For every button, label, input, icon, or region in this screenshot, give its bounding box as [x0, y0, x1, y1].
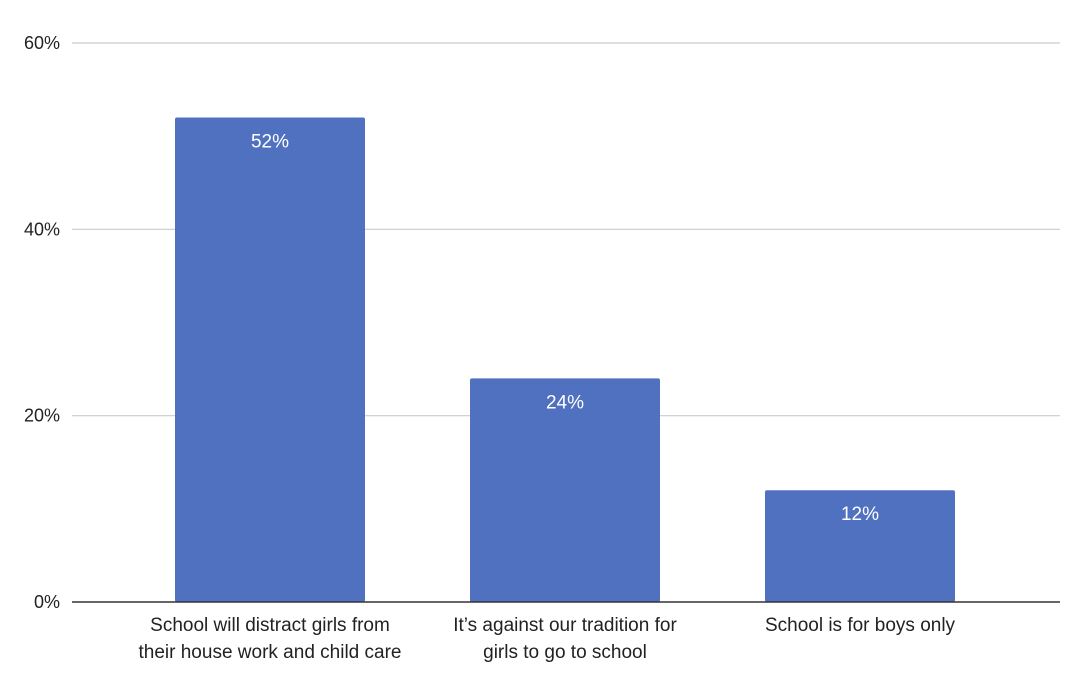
y-axis-tick-labels: 0% 20% 40% 60%: [24, 33, 60, 612]
x-category-label: School will distract girls from their hou…: [139, 615, 402, 663]
x-category-label-line: It’s against our tradition for: [453, 615, 677, 636]
bar-data-labels: 52% 24% 12%: [251, 132, 879, 526]
x-category-label: It’s against our tradition for girls to g…: [453, 615, 677, 663]
x-category-label-line: School will distract girls from: [150, 615, 390, 636]
bar-value-label: 52%: [251, 132, 289, 153]
bar-value-label: 12%: [841, 504, 879, 525]
bar: [175, 117, 365, 603]
y-tick-label: 20%: [24, 406, 60, 426]
bar: [765, 490, 955, 602]
x-category-label-line: girls to go to school: [483, 642, 647, 663]
y-tick-label: 40%: [24, 219, 60, 239]
bar: [470, 378, 660, 602]
x-category-label-line: School is for boys only: [765, 615, 956, 636]
x-category-label: School is for boys only: [765, 615, 956, 636]
y-tick-label: 0%: [34, 592, 60, 612]
x-axis-category-labels: School will distract girls from their hou…: [139, 615, 956, 663]
bar-value-label: 24%: [546, 392, 584, 413]
y-tick-label: 60%: [24, 33, 60, 53]
x-category-label-line: their house work and child care: [139, 642, 402, 663]
bars: [175, 117, 955, 603]
